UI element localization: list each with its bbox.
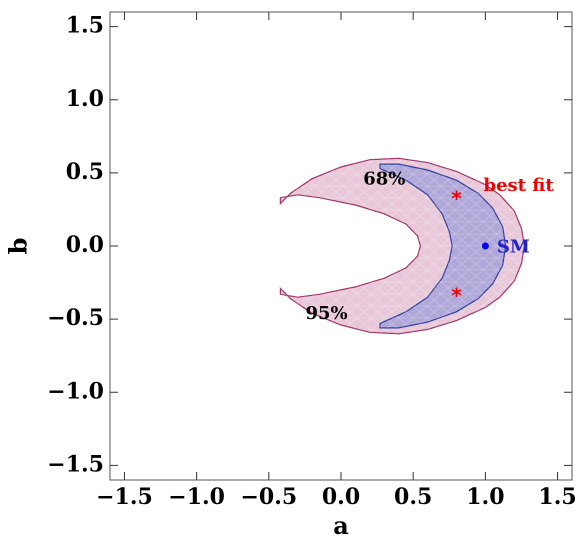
y-tick-label: 1.5 bbox=[66, 13, 104, 39]
y-tick-label: 1.0 bbox=[66, 86, 104, 112]
annotations: best fit SM bbox=[484, 175, 555, 257]
y-axis-ticks: −1.5 −1.0 −0.5 0.0 0.5 1.0 1.5 bbox=[47, 13, 572, 477]
x-tick-label: 1.5 bbox=[538, 484, 576, 510]
region-labels: 95% 68% bbox=[305, 169, 405, 325]
y-tick-label: −1.0 bbox=[47, 378, 104, 404]
y-tick-label: 0.0 bbox=[66, 232, 104, 258]
point-0 bbox=[481, 242, 489, 250]
y-tick-label: −0.5 bbox=[47, 305, 104, 331]
x-tick-label: 1.0 bbox=[466, 484, 504, 510]
x-tick-label: 0.0 bbox=[322, 484, 360, 510]
y-tick-label: 0.5 bbox=[66, 159, 104, 185]
region-label-1: 68% bbox=[363, 169, 405, 190]
x-axis-label: a bbox=[333, 511, 349, 540]
data-points: ** bbox=[451, 187, 489, 307]
point-1: * bbox=[451, 187, 462, 211]
x-tick-label: −1.0 bbox=[168, 484, 225, 510]
annotation-1: SM bbox=[497, 236, 530, 257]
confidence-regions bbox=[279, 157, 526, 335]
x-tick-label: −0.5 bbox=[240, 484, 297, 510]
y-axis-label: b bbox=[4, 238, 33, 255]
region-label-0: 95% bbox=[305, 303, 347, 324]
y-tick-label: −1.5 bbox=[47, 451, 104, 477]
x-tick-label: −1.5 bbox=[96, 484, 153, 510]
x-tick-label: 0.5 bbox=[394, 484, 432, 510]
point-2: * bbox=[451, 283, 462, 307]
region-mesh-1 bbox=[380, 164, 506, 328]
annotation-0: best fit bbox=[484, 175, 555, 196]
x-axis-ticks: −1.5 −1.0 −0.5 0.0 0.5 1.0 1.5 bbox=[96, 12, 577, 510]
